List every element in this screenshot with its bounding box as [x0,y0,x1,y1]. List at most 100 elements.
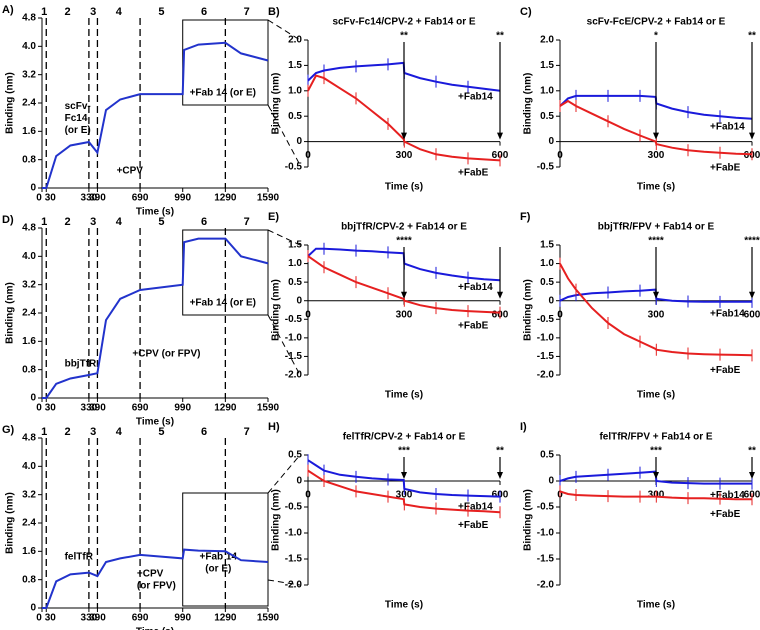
note: +Fab 14 (or E) [190,297,256,308]
zoom-connector [267,19,301,41]
x-tick-label: 0 [557,150,563,161]
y-tick-label: 4.8 [22,223,36,234]
step-number: 2 [65,216,71,228]
x-tick-label: 1590 [257,613,280,624]
arrow-head [497,472,503,479]
y-axis-label: Binding (nm) [523,489,534,551]
x-tick-label: 990 [174,613,191,624]
x-tick-label: 300 [396,309,413,320]
annotation-label: *** [398,446,410,457]
arrow-head [653,291,659,299]
x-tick-label: 600 [744,309,760,320]
y-tick-label: 3.2 [22,489,36,500]
y-tick-label: 1.5 [288,240,302,251]
x-tick-label: 0 [305,490,311,501]
y-tick-label: 1.5 [540,240,554,251]
series-label: +Fab14 [710,490,745,501]
arrow-head [749,291,755,299]
series-line [42,548,269,609]
y-tick-label: 0 [548,295,554,306]
y-tick-label: 0.5 [288,277,302,288]
y-tick-label: -1.5 [537,351,555,362]
panel-label: H) [268,421,280,433]
y-tick-label: 0.8 [22,364,36,375]
y-tick-label: -2.0 [537,580,555,591]
chart-title: felTfR/FPV + Fab14 or E [599,432,712,443]
series-line [42,41,269,189]
panel-label: E) [268,211,279,223]
zoom-connector [267,454,301,494]
y-tick-label: 2.4 [22,98,36,109]
zoom-box [182,492,269,607]
step-number: 4 [116,6,123,18]
annotation-label: **** [648,236,664,247]
arrow-head [497,132,503,140]
y-tick-label: -0.5 [285,314,303,325]
series-line [307,255,501,314]
x-tick-label: 390 [89,193,106,204]
y-tick-label: -0.5 [537,502,555,513]
x-tick-label: 30 [45,403,57,414]
note: +Fab 14 [200,552,238,563]
y-tick-label: 1.6 [22,126,36,137]
y-tick-label: 3.2 [22,69,36,80]
x-tick-label: 330 [81,613,98,624]
annotation-label: ** [748,446,756,457]
step-number: 4 [116,426,123,438]
y-tick-label: 4.8 [22,433,36,444]
y-tick-label: 0 [296,295,302,306]
y-tick-label: 0 [548,136,554,147]
x-tick-label: 1290 [214,613,237,624]
panel-label: I) [520,421,527,433]
step-number: 1 [41,426,47,438]
y-tick-label: 4.0 [22,461,36,472]
x-tick-label: 0 [305,150,311,161]
y-tick-label: 1.5 [288,60,302,71]
x-tick-label: 30 [45,193,57,204]
y-tick-label: 1.0 [288,85,302,96]
y-axis-label: Binding (nm) [271,279,282,341]
step-number: 7 [244,426,250,438]
y-tick-label: -1.5 [285,554,303,565]
y-axis-label: Binding (nm) [271,489,282,551]
y-tick-label: -1.5 [285,351,303,362]
note: +Fab 14 (or E) [190,87,256,98]
panel-label: C) [520,6,532,18]
x-tick-label: 990 [174,193,191,204]
panel-label: B) [268,6,280,18]
y-tick-label: 0.5 [288,450,302,461]
y-tick-label: -0.5 [285,502,303,513]
series-label: +Fab14 [710,121,745,132]
series-label: +FabE [458,520,489,531]
arrow-head [401,132,407,140]
annotation-label: ** [496,31,504,42]
x-tick-label: 390 [89,403,106,414]
step-number: 6 [201,426,207,438]
x-tick-label: 300 [396,150,413,161]
x-tick-label: 330 [81,193,98,204]
series-line [42,237,269,399]
arrow-head [401,291,407,299]
y-tick-label: 0 [548,476,554,487]
y-tick-label: -2.0 [285,370,303,381]
y-tick-label: -1.5 [537,554,555,565]
y-tick-label: -1.0 [285,528,303,539]
chart-title: bbjTfR/CPV-2 + Fab14 or E [341,222,467,233]
x-axis-label: Time (s) [637,390,675,401]
zoom-connector [267,229,301,246]
series-line [307,469,501,514]
y-tick-label: 0.5 [540,450,554,461]
x-tick-label: 690 [132,193,149,204]
step-number: 4 [116,216,123,228]
series-label: +Fab14 [710,308,745,319]
panel-label: G) [2,424,15,436]
series-label: +Fab14 [458,282,493,293]
x-tick-label: 300 [396,490,413,501]
note: +CPV [117,166,144,177]
x-tick-label: 300 [648,150,665,161]
y-axis-label: Binding (nm) [271,73,282,135]
note: bbjTfR [65,359,97,370]
step-number: 5 [158,6,164,18]
series-label: +FabE [710,162,741,173]
